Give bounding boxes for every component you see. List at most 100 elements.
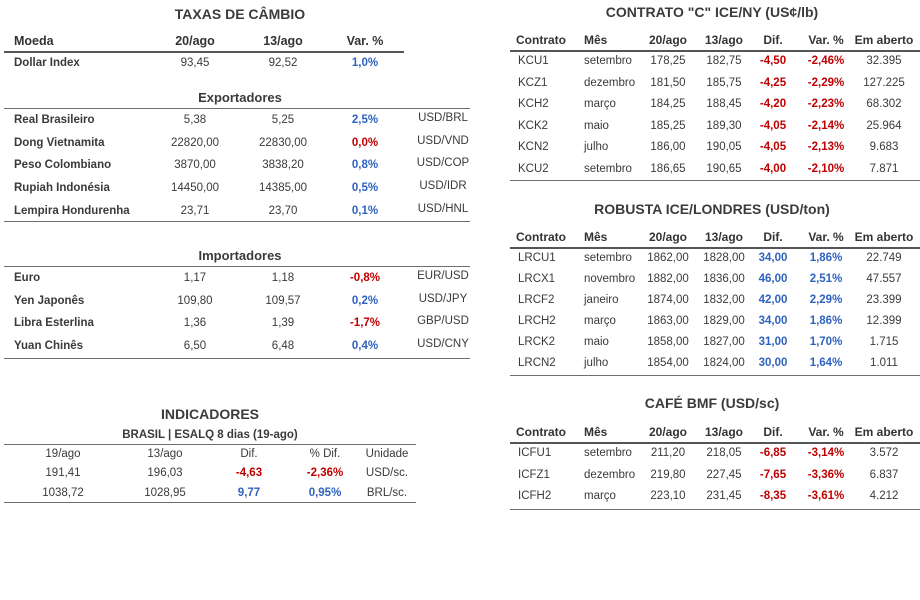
bmf-header-contrato: Contrato [516,425,566,439]
contrato-c-var: -2,14% [807,119,845,132]
contrato-c-dif: -4,05 [759,141,787,153]
bmf-mes: setembro [584,447,632,459]
indicadores-d1: 191,41 [45,467,81,479]
dollar-index-var: 1,0% [351,57,379,69]
bmf-d2: 231,45 [706,490,742,502]
robusta-title: ROBUSTA ICE/LONDRES (USD/ton) [594,201,830,217]
contrato-c-mes: julho [584,141,609,153]
dollar-index-name: Dollar Index [14,57,80,69]
contrato-c-header-var: Var. % [808,33,844,47]
cambio-header-rule [4,51,404,53]
contrato-c-mes: setembro [584,55,632,67]
robusta-d2: 1827,00 [703,336,745,348]
currency-name: Yen Japonês [14,294,85,307]
bmf-header-aberto: Em aberto [854,425,914,439]
currency-d2: 23,70 [268,204,298,217]
currency-var: 0,4% [351,340,379,353]
indicadores-dif: 9,77 [237,487,261,499]
robusta-mes: setembro [584,252,632,264]
contrato-c-header-d1: 20/ago [648,33,687,47]
exportadores-title: Exportadores [198,90,282,105]
robusta-aberto: 1.715 [869,336,899,348]
contrato-c-mes: março [584,98,616,110]
cambio-header-moeda: Moeda [14,34,54,48]
currency-d1: 1,17 [183,272,207,284]
robusta-code: LRCF2 [518,294,555,306]
cambio-header-var: Var. % [346,34,384,48]
indicadores-dif: -4,63 [235,467,263,479]
contrato-c-var: -2,13% [807,141,845,153]
currency-d2: 6,48 [271,340,295,353]
contrato-c-header-mes: Mês [584,33,608,47]
contrato-c-var: -2,10% [807,162,845,175]
contrato-c-mes: dezembro [584,76,636,89]
contrato-c-code: KCU2 [518,162,549,175]
contrato-c-var: -2,29% [807,76,845,89]
currency-d2: 22830,00 [259,136,307,149]
robusta-var: 2,29% [809,294,843,306]
robusta-mes: janeiro [584,294,619,306]
robusta-d2: 1828,00 [703,252,745,264]
bmf-aberto: 3.572 [869,447,899,459]
robusta-header-contrato: Contrato [516,230,566,244]
currency-d1: 109,80 [177,294,213,307]
contrato-c-dif: -4,05 [759,119,787,132]
currency-name: Yuan Chinês [14,340,84,353]
bmf-var: -3,14% [807,447,845,459]
robusta-d1: 1854,00 [647,357,689,369]
indicadores-d2: 1028,95 [144,487,186,499]
bmf-d2: 227,45 [706,468,742,481]
contrato-c-header-contrato: Contrato [516,33,566,47]
bmf-header-mes: Mês [584,425,608,439]
robusta-var: 1,70% [809,336,843,348]
contrato-c-d1: 185,25 [650,119,686,132]
cambio-title: TAXAS DE CÂMBIO [174,6,306,22]
indicadores-unit: USD/sc. [365,467,409,479]
robusta-code: LRCX1 [518,273,556,285]
indicadores-bottom-rule [4,502,416,503]
contrato-c-code: KCK2 [518,119,549,132]
contrato-c-mes: maio [584,119,609,132]
contrato-c-d1: 186,00 [650,141,686,153]
currency-pair: USD/COP [416,157,470,170]
bmf-d1: 211,20 [650,447,686,459]
robusta-aberto: 47.557 [866,273,902,285]
exportadores-rule [4,108,470,109]
robusta-dif: 34,00 [758,252,788,264]
robusta-code: LRCK2 [518,336,556,348]
bmf-dif: -6,85 [759,447,787,459]
robusta-d1: 1863,00 [647,315,689,327]
currency-pair: USD/HNL [417,202,469,215]
currency-d1: 22820,00 [171,136,219,149]
dollar-index-d1: 93,45 [180,57,210,69]
bmf-code: ICFH2 [518,490,552,502]
robusta-dif: 31,00 [758,336,788,348]
robusta-dif: 34,00 [758,315,788,327]
contrato-c-d1: 181,50 [650,76,686,89]
currency-var: -1,7% [349,317,381,330]
currency-name: Peso Colombiano [14,159,112,172]
currency-name: Libra Esterlina [14,317,94,330]
indicadores-header-unit: Unidade [365,448,409,460]
contrato-c-header-d2: 13/ago [704,33,743,47]
currency-pair: USD/BRL [418,112,468,124]
indicadores-d1: 1038,72 [42,487,84,499]
bmf-header-var: Var. % [808,425,844,439]
contrato-c-d2: 190,65 [706,162,742,175]
currency-d2: 3838,20 [262,159,304,172]
currency-name: Real Brasileiro [14,114,95,126]
currency-var: 0,5% [351,182,379,195]
bmf-code: ICFU1 [518,447,552,459]
currency-var: 0,2% [351,294,379,307]
bmf-dif: -7,65 [759,468,787,481]
robusta-dif: 46,00 [758,273,788,285]
contrato-c-header-rule [510,50,920,52]
bmf-mes: dezembro [584,468,636,481]
currency-var: -0,8% [349,272,381,284]
importadores-title: Importadores [198,248,282,263]
robusta-aberto: 22.749 [866,252,902,264]
currency-d1: 14450,00 [171,182,219,195]
robusta-d2: 1832,00 [703,294,745,306]
currency-d1: 5,38 [183,114,207,126]
robusta-d1: 1874,00 [647,294,689,306]
